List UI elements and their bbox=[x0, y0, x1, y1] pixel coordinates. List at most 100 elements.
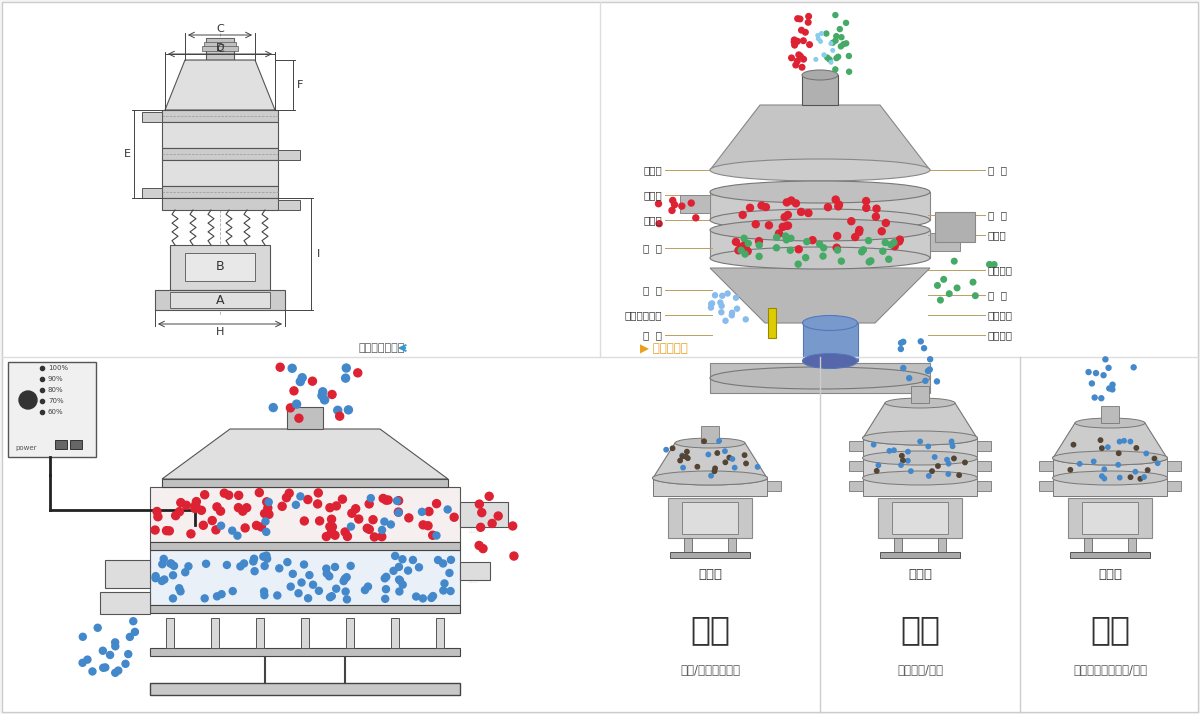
Circle shape bbox=[871, 443, 876, 447]
Text: 出料口: 出料口 bbox=[643, 215, 662, 225]
Circle shape bbox=[235, 491, 242, 499]
Circle shape bbox=[892, 243, 899, 250]
Circle shape bbox=[746, 204, 754, 211]
Circle shape bbox=[794, 59, 800, 64]
Circle shape bbox=[260, 553, 266, 560]
Circle shape bbox=[935, 283, 941, 288]
Circle shape bbox=[308, 377, 317, 385]
Bar bbox=[170, 245, 270, 290]
Circle shape bbox=[737, 243, 744, 251]
Circle shape bbox=[722, 449, 727, 453]
Text: 弹  簧: 弹 簧 bbox=[643, 285, 662, 295]
Circle shape bbox=[719, 310, 724, 315]
Circle shape bbox=[328, 528, 336, 536]
Circle shape bbox=[382, 595, 389, 603]
Circle shape bbox=[859, 249, 865, 255]
Circle shape bbox=[888, 242, 894, 248]
Text: 加重块: 加重块 bbox=[988, 230, 1007, 240]
Circle shape bbox=[932, 455, 937, 459]
Circle shape bbox=[313, 500, 322, 508]
Circle shape bbox=[1086, 370, 1091, 375]
Circle shape bbox=[1103, 357, 1108, 362]
Text: 振动筛: 振动筛 bbox=[301, 527, 311, 533]
Circle shape bbox=[962, 461, 967, 465]
Text: A: A bbox=[216, 293, 224, 306]
Circle shape bbox=[241, 524, 250, 532]
Circle shape bbox=[1122, 438, 1127, 443]
Circle shape bbox=[115, 667, 121, 674]
Circle shape bbox=[415, 564, 422, 570]
Circle shape bbox=[318, 392, 326, 400]
Circle shape bbox=[450, 513, 458, 521]
Circle shape bbox=[448, 556, 455, 563]
Circle shape bbox=[288, 364, 296, 372]
Circle shape bbox=[107, 651, 114, 658]
Text: 防尘盖: 防尘盖 bbox=[643, 190, 662, 200]
Bar bbox=[278, 200, 300, 210]
Circle shape bbox=[340, 578, 347, 585]
Ellipse shape bbox=[674, 438, 745, 448]
Ellipse shape bbox=[653, 471, 768, 485]
Circle shape bbox=[890, 240, 896, 246]
Circle shape bbox=[1152, 456, 1157, 461]
Circle shape bbox=[1105, 445, 1110, 449]
Circle shape bbox=[784, 199, 791, 206]
Text: 上部重锤: 上部重锤 bbox=[988, 265, 1013, 275]
Circle shape bbox=[158, 578, 166, 585]
Circle shape bbox=[1102, 476, 1106, 481]
Bar bbox=[930, 233, 960, 251]
Circle shape bbox=[680, 453, 684, 458]
Circle shape bbox=[293, 501, 299, 508]
Circle shape bbox=[323, 533, 330, 540]
Circle shape bbox=[262, 563, 268, 570]
Circle shape bbox=[949, 439, 954, 443]
Circle shape bbox=[1099, 396, 1104, 401]
Circle shape bbox=[863, 204, 870, 211]
Circle shape bbox=[708, 305, 714, 310]
Bar bbox=[863, 438, 977, 456]
Circle shape bbox=[833, 244, 840, 251]
Circle shape bbox=[782, 233, 788, 239]
Ellipse shape bbox=[710, 209, 930, 231]
Ellipse shape bbox=[710, 247, 930, 269]
Circle shape bbox=[791, 39, 797, 45]
Circle shape bbox=[762, 203, 769, 211]
Ellipse shape bbox=[803, 316, 858, 331]
Circle shape bbox=[182, 501, 191, 509]
Ellipse shape bbox=[802, 70, 838, 80]
Bar bbox=[802, 75, 838, 105]
Circle shape bbox=[1134, 446, 1139, 450]
Circle shape bbox=[208, 516, 216, 525]
Ellipse shape bbox=[19, 391, 37, 409]
Circle shape bbox=[718, 300, 722, 305]
Circle shape bbox=[328, 516, 336, 523]
Bar bbox=[710, 192, 930, 220]
Circle shape bbox=[685, 456, 690, 461]
Circle shape bbox=[798, 208, 804, 216]
Circle shape bbox=[1092, 395, 1097, 400]
Circle shape bbox=[383, 573, 390, 580]
Circle shape bbox=[882, 239, 888, 246]
Circle shape bbox=[341, 528, 349, 536]
Circle shape bbox=[191, 504, 199, 513]
Bar bbox=[142, 112, 162, 122]
Circle shape bbox=[185, 563, 192, 570]
Ellipse shape bbox=[863, 431, 978, 445]
Circle shape bbox=[742, 251, 748, 257]
Circle shape bbox=[1128, 475, 1133, 479]
Circle shape bbox=[839, 44, 844, 49]
Text: I: I bbox=[317, 249, 319, 259]
Circle shape bbox=[792, 40, 798, 45]
Ellipse shape bbox=[710, 219, 930, 241]
Circle shape bbox=[775, 230, 782, 237]
Circle shape bbox=[829, 61, 833, 64]
Circle shape bbox=[112, 639, 119, 646]
Text: C: C bbox=[216, 24, 224, 34]
Circle shape bbox=[1106, 386, 1111, 391]
Circle shape bbox=[882, 219, 889, 226]
Circle shape bbox=[229, 527, 235, 534]
Bar bbox=[301, 618, 310, 648]
Text: 振动筛: 振动筛 bbox=[385, 527, 395, 533]
Circle shape bbox=[670, 198, 676, 203]
Bar bbox=[701, 426, 719, 443]
